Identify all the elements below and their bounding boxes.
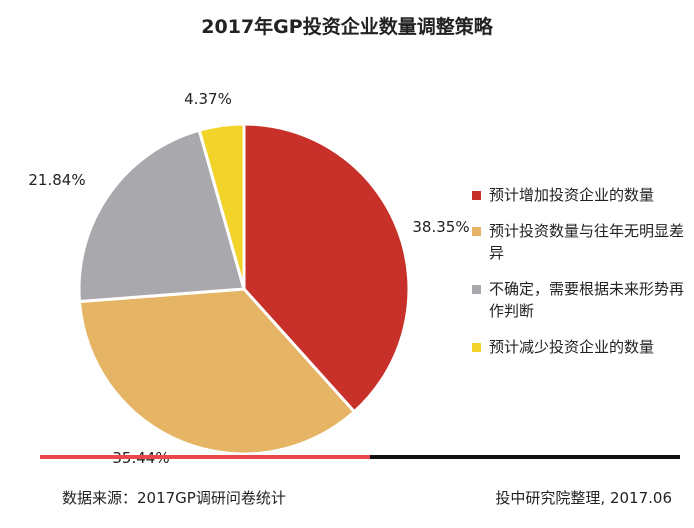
legend: 预计增加投资企业的数量 预计投资数量与往年无明显差异 不确定，需要根据未来形势再… (472, 184, 687, 372)
footer-divider-left (40, 455, 370, 459)
pie-slice-decrease (197, 122, 246, 290)
chart-title: 2017年GP投资企业数量调整策略 (201, 16, 493, 38)
data-source: 数据来源：2017GP调研问卷统计 (62, 489, 286, 507)
legend-item-decrease: 预计减少投资企业的数量 (472, 336, 687, 358)
legend-label-increase: 预计增加投资企业的数量 (489, 186, 655, 204)
slice-value-label-decrease: 4.37% (184, 90, 232, 108)
pie-slice-uncertain (77, 128, 246, 304)
footer-divider-right (370, 455, 680, 459)
legend-swatch-decrease (472, 343, 481, 352)
legend-item-no-change: 预计投资数量与往年无明显差异 (472, 220, 687, 264)
legend-item-uncertain: 不确定，需要根据未来形势再作判断 (472, 278, 687, 322)
legend-label-decrease: 预计减少投资企业的数量 (489, 338, 655, 356)
legend-swatch-increase (472, 191, 481, 200)
pie-slice-increase (242, 122, 411, 414)
legend-label-no-change: 预计投资数量与往年无明显差异 (489, 222, 685, 262)
legend-label-uncertain: 不确定，需要根据未来形势再作判断 (489, 280, 685, 320)
slice-value-label-uncertain: 21.84% (28, 171, 85, 189)
pie-slice-no-change (77, 287, 357, 456)
slice-value-label-increase: 38.35% (412, 218, 469, 236)
footer-credit: 投中研究院整理, 2017.06 (495, 489, 672, 507)
legend-item-increase: 预计增加投资企业的数量 (472, 184, 687, 206)
footer-divider (40, 455, 680, 459)
legend-swatch-uncertain (472, 285, 481, 294)
legend-swatch-no-change (472, 227, 481, 236)
